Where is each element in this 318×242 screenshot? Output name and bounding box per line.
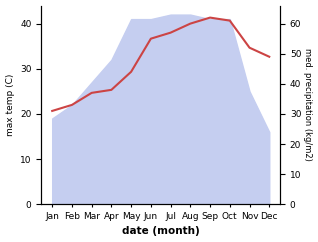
- X-axis label: date (month): date (month): [122, 227, 200, 236]
- Y-axis label: med. precipitation (kg/m2): med. precipitation (kg/m2): [303, 48, 313, 161]
- Y-axis label: max temp (C): max temp (C): [5, 74, 15, 136]
